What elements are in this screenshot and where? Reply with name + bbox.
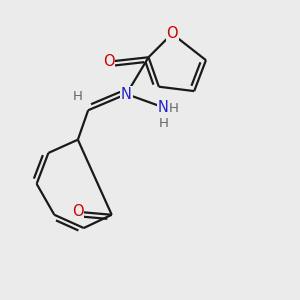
Text: N: N	[121, 87, 132, 102]
Text: N: N	[158, 100, 169, 115]
Text: O: O	[72, 204, 84, 219]
Text: H: H	[169, 102, 178, 115]
Text: H: H	[158, 117, 168, 130]
Text: H: H	[73, 91, 83, 103]
Text: O: O	[166, 26, 178, 41]
Text: O: O	[103, 54, 115, 69]
